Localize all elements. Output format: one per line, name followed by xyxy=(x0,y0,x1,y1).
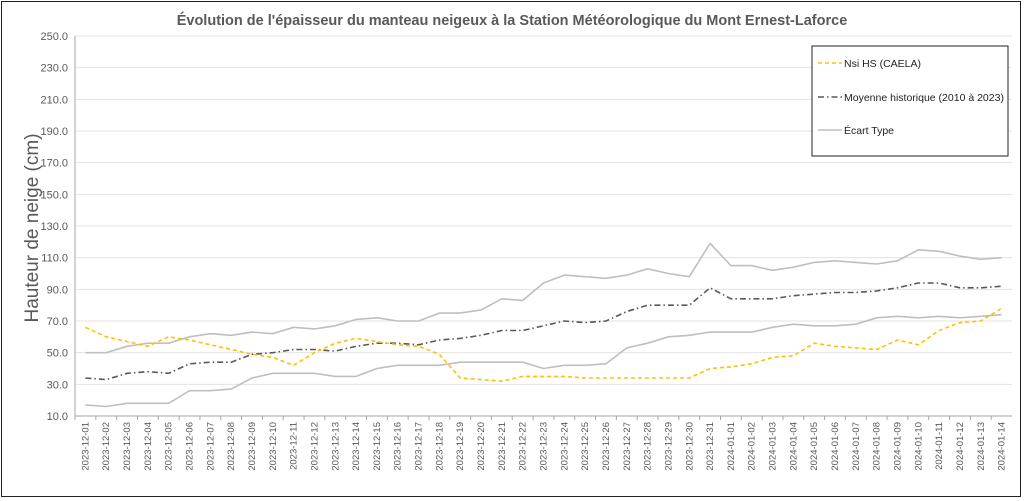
x-tick-label: 2023-12-30 xyxy=(684,422,695,471)
x-tick-label: 2023-12-12 xyxy=(309,422,320,471)
legend-label-moyenne: Moyenne historique (2010 à 2023) xyxy=(844,92,1004,104)
x-tick-labels: 2023-12-01 2023-12-02 2023-12-03 2023-12-04… xyxy=(74,416,1008,471)
series-line-cart-type-bas xyxy=(85,313,1002,408)
x-tick-label: 2024-01-10 xyxy=(913,422,924,471)
y-tick-label: 70.0 xyxy=(47,316,68,328)
x-tick-label: 2024-01-04 xyxy=(788,422,799,471)
x-tick-label: 2024-01-09 xyxy=(892,422,903,471)
y-tick-label: 210.0 xyxy=(40,94,68,106)
x-tick-label: 2023-12-17 xyxy=(414,422,425,471)
x-tick-label: 2023-12-22 xyxy=(518,422,529,471)
series-line-nsi-hs-caela xyxy=(85,307,1003,383)
x-tick-label: 2023-12-27 xyxy=(622,422,633,471)
x-tick-label: 2023-12-20 xyxy=(476,422,487,471)
y-tick-label: 190.0 xyxy=(40,126,68,138)
x-tick-label: 2023-12-18 xyxy=(434,422,445,471)
x-tick-label: 2024-01-03 xyxy=(768,422,779,471)
x-tick-label: 2024-01-13 xyxy=(976,422,987,471)
y-tick-label: 10.0 xyxy=(47,411,68,423)
y-tick-label: 50.0 xyxy=(47,348,68,360)
chart-title: Évolution de l'épaisseur du manteau neig… xyxy=(177,12,848,29)
x-tick-label: 2024-01-02 xyxy=(747,422,758,471)
x-tick-label: 2024-01-11 xyxy=(934,422,945,470)
x-tick-label: 2024-01-12 xyxy=(955,422,966,471)
x-tick-label: 2023-12-15 xyxy=(372,422,383,471)
x-tick-label: 2023-12-04 xyxy=(143,422,154,471)
series-line-moyenne-historique-2010-2023 xyxy=(85,282,1002,381)
x-tick-label: 2023-12-03 xyxy=(122,422,133,471)
x-tick-label: 2023-12-09 xyxy=(247,422,258,471)
series-line-cart-type xyxy=(85,242,1002,354)
x-tick-label: 2023-12-29 xyxy=(663,422,674,471)
x-tick-label: 2024-01-08 xyxy=(872,422,883,471)
x-tick-label: 2023-12-23 xyxy=(539,422,550,471)
x-tick-label: 2023-12-25 xyxy=(580,422,591,471)
y-tick-label: 250.0 xyxy=(40,31,68,43)
x-tick-label: 2023-12-01 xyxy=(80,422,91,471)
x-tick-label: 2023-12-31 xyxy=(705,422,716,471)
x-tick-label: 2023-12-02 xyxy=(101,422,112,471)
y-tick-label: 150.0 xyxy=(40,189,68,201)
x-tick-label: 2023-12-26 xyxy=(601,422,612,471)
x-tick-label: 2023-12-14 xyxy=(351,422,362,471)
legend-label-nsi: Nsi HS (CAELA) xyxy=(844,58,921,70)
x-tick-label: 2023-12-21 xyxy=(497,422,508,471)
x-tick-label: 2024-01-07 xyxy=(851,422,862,471)
x-tick-label: 2024-01-14 xyxy=(997,422,1008,471)
y-tick-label: 230.0 xyxy=(40,63,68,75)
x-tick-label: 2023-12-06 xyxy=(185,422,196,471)
x-tick-label: 2023-12-08 xyxy=(226,422,237,471)
y-tick-label: 170.0 xyxy=(40,158,68,170)
y-tick-label: 130.0 xyxy=(40,221,68,233)
legend-label-ecart: Écart Type xyxy=(844,124,894,137)
y-tick-label: 90.0 xyxy=(47,284,68,296)
x-tick-label: 2023-12-24 xyxy=(559,422,570,471)
x-tick-label: 2023-12-19 xyxy=(455,422,466,471)
y-axis-label: Hauteur de neige (cm) xyxy=(22,133,43,322)
y-tick-label: 30.0 xyxy=(47,379,68,391)
legend-box xyxy=(811,45,1009,157)
x-tick-label: 2023-12-28 xyxy=(643,422,654,471)
x-tick-label: 2023-12-10 xyxy=(268,422,279,471)
y-tick-label: 110.0 xyxy=(41,253,68,265)
x-tick-label: 2024-01-01 xyxy=(726,422,737,471)
data-series xyxy=(85,242,1003,408)
x-tick-label: 2023-12-13 xyxy=(330,422,341,471)
x-tick-label: 2024-01-05 xyxy=(809,422,820,471)
y-tick-labels: 250.0 230.0 210.0 190.0 170.0 150.0 130.0 110.0… xyxy=(40,31,68,423)
x-tick-label: 2023-12-16 xyxy=(393,422,404,471)
legend: Nsi HS (CAELA) Moyenne historique (2010 … xyxy=(811,45,1009,157)
x-tick-label: 2023-12-11 xyxy=(289,422,300,470)
x-tick-label: 2024-01-06 xyxy=(830,422,841,471)
x-tick-label: 2023-12-07 xyxy=(205,422,216,471)
x-tick-label: 2023-12-05 xyxy=(164,422,175,471)
